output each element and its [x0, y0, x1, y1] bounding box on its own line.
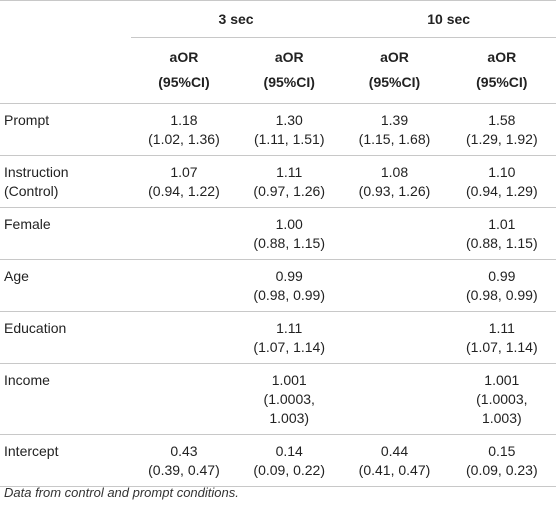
table-cell: 1.18 (1.02, 1.36) [130, 103, 238, 156]
subheader-cell: aOR (95%CI) [341, 37, 448, 104]
table-cell: 0.43 (0.39, 0.47) [130, 434, 238, 487]
table-row: Age 0.99 (0.98, 0.99) 0.99 (0.98, 0.99) [0, 259, 556, 312]
table-row: Intercept 0.43 (0.39, 0.47) 0.14 (0.09, … [0, 434, 556, 487]
empty-corner [0, 1, 131, 38]
table-cell: 1.11 (1.07, 1.14) [237, 311, 342, 364]
table-body: Prompt 1.18 (1.02, 1.36) 1.30 (1.11, 1.5… [0, 103, 556, 487]
regression-table: 3 sec 10 sec aOR (95%CI) aOR (95%CI) aOR… [0, 0, 556, 487]
row-label: Income [0, 363, 131, 435]
table-cell: 1.07 (0.94, 1.22) [130, 155, 238, 208]
table-cell: 1.11 (1.07, 1.14) [447, 311, 556, 364]
table-cell: 0.44 (0.41, 0.47) [341, 434, 448, 487]
table-cell [130, 259, 238, 312]
row-label: Female [0, 207, 131, 260]
table-cell: 0.15 (0.09, 0.23) [447, 434, 556, 487]
table-cell [130, 311, 238, 364]
table-cell: 1.00 (0.88, 1.15) [237, 207, 342, 260]
group-header-row: 3 sec 10 sec [0, 1, 556, 38]
table-cell [341, 259, 448, 312]
empty-subheader [0, 37, 131, 104]
table-cell: 0.14 (0.09, 0.22) [237, 434, 342, 487]
row-label: Age [0, 259, 131, 312]
table-cell: 1.11 (0.97, 1.26) [237, 155, 342, 208]
table-row: Education 1.11 (1.07, 1.14) 1.11 (1.07, … [0, 311, 556, 364]
row-label: Prompt [0, 103, 131, 156]
table-cell [130, 363, 238, 435]
table-cell: 1.001 (1.0003, 1.003) [447, 363, 556, 435]
table-row: Instruction (Control) 1.07 (0.94, 1.22) … [0, 155, 556, 208]
table-cell [341, 207, 448, 260]
group-header-3sec: 3 sec [130, 1, 342, 38]
table-cell [341, 311, 448, 364]
table-cell [341, 363, 448, 435]
subheader-cell: aOR (95%CI) [447, 37, 556, 104]
table-cell: 1.01 (0.88, 1.15) [447, 207, 556, 260]
table-cell: 1.001 (1.0003, 1.003) [237, 363, 342, 435]
row-label: Intercept [0, 434, 131, 487]
subheader-cell: aOR (95%CI) [237, 37, 342, 104]
subheader-cell: aOR (95%CI) [130, 37, 238, 104]
table-cell: 1.10 (0.94, 1.29) [447, 155, 556, 208]
table-cell: 0.99 (0.98, 0.99) [447, 259, 556, 312]
table-cell: 1.08 (0.93, 1.26) [341, 155, 448, 208]
row-label: Instruction (Control) [0, 155, 131, 208]
table-cell: 1.58 (1.29, 1.92) [447, 103, 556, 156]
group-header-10sec: 10 sec [341, 1, 556, 38]
table-cell: 1.30 (1.11, 1.51) [237, 103, 342, 156]
table-row: Female 1.00 (0.88, 1.15) 1.01 (0.88, 1.1… [0, 207, 556, 260]
table-row: Prompt 1.18 (1.02, 1.36) 1.30 (1.11, 1.5… [0, 103, 556, 156]
row-label: Education [0, 311, 131, 364]
table-cell [130, 207, 238, 260]
table-footnote: Data from control and prompt conditions. [4, 485, 239, 500]
table-cell: 0.99 (0.98, 0.99) [237, 259, 342, 312]
top-rule [0, 0, 556, 1]
subheader-row: aOR (95%CI) aOR (95%CI) aOR (95%CI) aOR … [0, 37, 556, 104]
table-cell: 1.39 (1.15, 1.68) [341, 103, 448, 156]
table-row: Income 1.001 (1.0003, 1.003) 1.001 (1.00… [0, 363, 556, 435]
